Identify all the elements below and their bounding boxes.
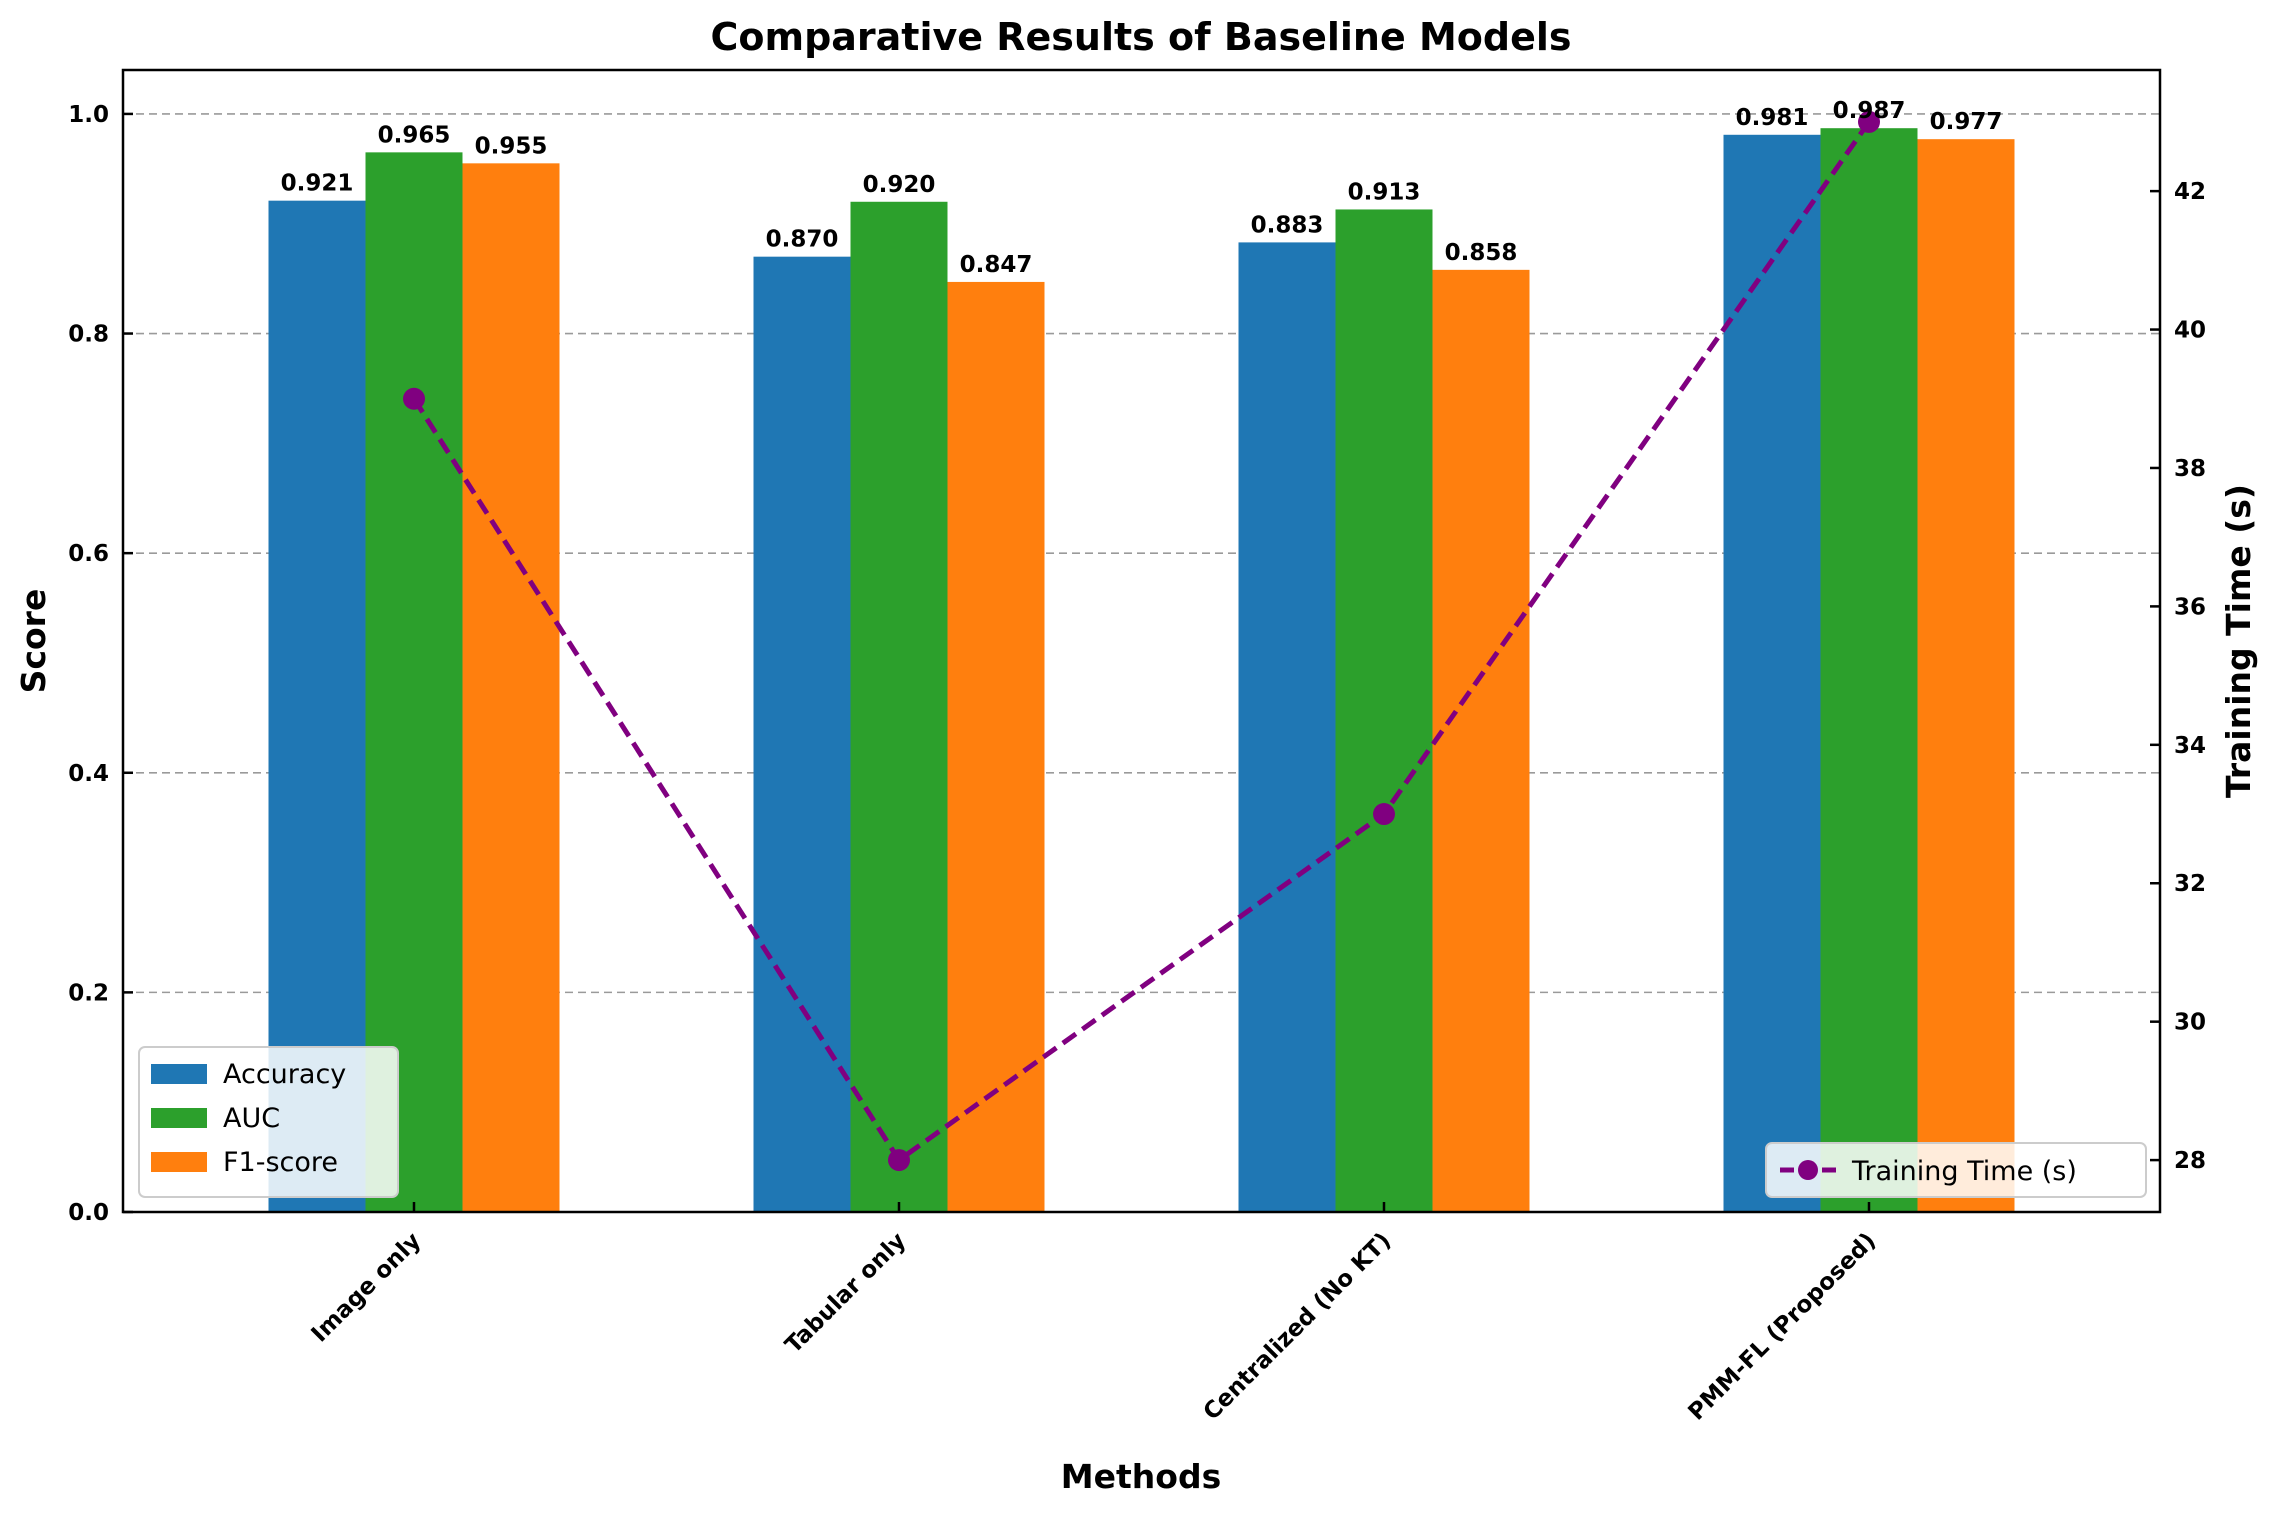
bar-f1-score-centralized-no-kt [1432,269,1530,1213]
legend-label-training-time: Training Time (s) [1851,1156,2077,1187]
legend-training-time: Training Time (s) [1765,1142,2147,1198]
legend-swatch-auc [151,1108,207,1128]
legend-label-f1-score: F1-score [223,1147,338,1178]
bar-auc-image-only [365,152,463,1213]
y2-tick-label: 34 [2174,733,2206,759]
y2-axis-label: Training Time (s) [2219,484,2258,798]
bars-layer [268,128,2015,1213]
legend-label-auc: AUC [223,1103,280,1134]
value-label-accuracy: 0.981 [1736,105,1809,131]
y-tick-label: 0.0 [68,1200,109,1226]
value-label-accuracy: 0.921 [281,171,354,197]
training-time-point [1858,110,1880,133]
value-label-f1-score: 0.847 [960,252,1033,278]
training-time-line [411,120,1872,1164]
legend-label-accuracy: Accuracy [223,1059,346,1090]
legend-marker-swatch [1798,1160,1818,1180]
x-axis-label: Methods [1061,1457,1221,1496]
y2-tick-label: 36 [2174,594,2206,620]
y2-tick-label: 28 [2174,1148,2206,1174]
y2-tick-label: 38 [2174,456,2206,482]
value-label-auc: 0.987 [1833,98,1906,124]
y2-tick-label: 42 [2174,179,2206,205]
y2-tick-label: 30 [2174,1010,2206,1036]
training-time-point [1373,803,1395,826]
y2-tick-label: 32 [2174,871,2206,897]
bar-accuracy-image-only [268,200,366,1213]
x-tick-label-pmm-fl-proposed: PMM-FL (Proposed) [1684,1228,1882,1426]
plot-frame [121,68,2162,1214]
value-label-auc: 0.965 [378,122,451,148]
legend-metrics: Accuracy AUC F1-score [138,1046,399,1198]
y-tick-label: 0.6 [68,541,109,567]
value-label-auc: 0.920 [863,172,936,198]
bar-accuracy-pmm-fl-proposed [1723,134,1821,1213]
y-tick-label: 0.8 [68,322,109,348]
bar-f1-score-pmm-fl-proposed [1917,139,2015,1213]
bar-auc-centralized-no-kt [1335,209,1433,1213]
bar-f1-score-image-only [462,163,560,1212]
legend-training-time-box [1765,1142,2147,1198]
y-tick-label: 1.0 [68,102,109,128]
chart-title: Comparative Results of Baseline Models [710,15,1571,59]
legend-swatch-f1-score [151,1152,207,1172]
value-label-f1-score: 0.955 [475,133,548,159]
bar-auc-tabular-only [850,201,948,1212]
value-labels-layer: 0.921 0.870 0.883 0.981 0.965 0.920 0.913 0.987… [281,98,2003,278]
y-tick-label: 0.4 [68,761,109,787]
x-tick-label-image-only: Image only [307,1228,427,1348]
legend-swatch-accuracy [151,1064,207,1084]
value-label-accuracy: 0.883 [1251,212,1324,238]
value-label-auc: 0.913 [1348,179,1421,205]
x-tick-label-tabular-only: Tabular only [781,1228,912,1359]
bar-accuracy-centralized-no-kt [1238,242,1336,1212]
value-label-f1-score: 0.977 [1930,109,2003,135]
y-tick-label: 0.2 [68,980,109,1006]
y2-tick-label: 40 [2174,318,2206,344]
training-time-point [888,1149,910,1172]
training-time-point [403,387,425,410]
value-label-f1-score: 0.858 [1445,240,1518,266]
training-time-line-layer [403,110,1880,1172]
value-label-accuracy: 0.870 [766,227,839,253]
y-axis-label: Score [14,589,53,694]
x-tick-label-centralized-no-kt: Centralized (No KT) [1199,1228,1397,1426]
bar-f1-score-tabular-only [947,281,1045,1212]
bar-accuracy-tabular-only [753,256,851,1212]
bar-auc-pmm-fl-proposed [1820,128,1918,1212]
